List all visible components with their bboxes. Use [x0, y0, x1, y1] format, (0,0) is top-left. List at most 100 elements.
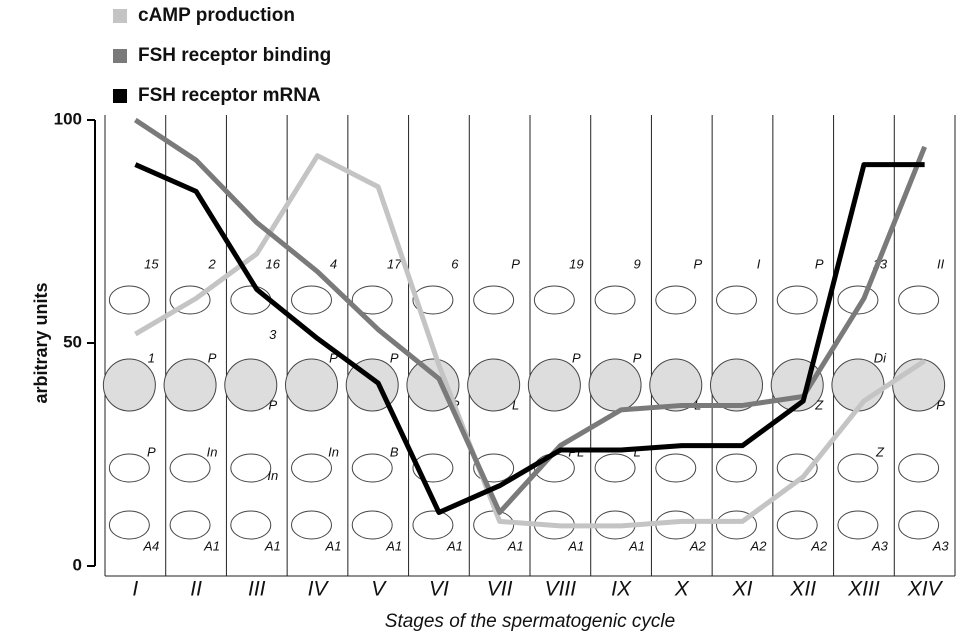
legend-label: FSH receptor mRNA [138, 85, 321, 106]
cell-label: A1 [446, 538, 463, 553]
cell-sketch [710, 358, 763, 412]
x-tick-label: IX [611, 578, 632, 601]
cell-sketch [776, 285, 818, 315]
cell-sketch [594, 285, 636, 315]
series-line [133, 117, 927, 515]
x-axis-title: Stages of the spermatogenic cycle [385, 611, 675, 632]
cell-label: A1 [325, 538, 342, 553]
cell-label: P [572, 350, 581, 365]
x-tick-label: XII [789, 578, 816, 601]
cell-sketch [716, 285, 757, 315]
cell-sketch [473, 285, 515, 315]
cell-label: II [937, 256, 945, 271]
cell-sketch [169, 285, 211, 315]
y-tick-label: 100 [54, 109, 82, 128]
legend-swatch [113, 89, 127, 103]
cell-sketch [169, 453, 211, 483]
cell-sketch [716, 510, 757, 540]
cell-sketch [230, 285, 272, 315]
cell-sketch [716, 453, 757, 483]
y-axis-title: arbitrary units [31, 282, 51, 403]
cell-label: 19 [569, 256, 583, 271]
cell-sketch [285, 358, 338, 412]
cell-sketch [230, 453, 272, 483]
cell-sketch [412, 285, 454, 315]
cell-label: A1 [567, 538, 584, 553]
cell-label: A1 [264, 538, 281, 553]
x-tick-label: V [371, 578, 387, 601]
cell-sketch [898, 453, 940, 483]
cell-sketch [831, 358, 885, 412]
legend-swatch [113, 9, 127, 23]
x-tick-label: III [248, 578, 266, 601]
cell-sketch [776, 510, 818, 540]
x-tick-label: XIII [847, 578, 880, 601]
cell-sketch [837, 285, 879, 315]
cell-sketch [412, 510, 454, 540]
cell-label: In [207, 444, 218, 459]
y-tick-label: 0 [73, 555, 82, 574]
cell-label: Z [875, 444, 885, 459]
x-tick-label: VII [487, 578, 513, 601]
cell-sketch [588, 358, 642, 412]
x-tick-label: I [132, 578, 138, 601]
cell-sketch [898, 285, 940, 315]
legend-label: FSH receptor binding [138, 45, 331, 66]
cell-label: P [147, 444, 156, 459]
cell-sketch [169, 510, 211, 540]
cell-label: A2 [810, 538, 828, 553]
cell-label: P [936, 397, 945, 412]
cell-label: A3 [871, 538, 889, 553]
cell-label: L [633, 444, 640, 459]
cell-label: 15 [144, 256, 159, 271]
cell-label: A1 [203, 538, 220, 553]
x-tick-label: II [190, 578, 202, 601]
cell-label: A1 [628, 538, 645, 553]
cell-sketch [224, 358, 278, 412]
cell-sketch [655, 453, 697, 483]
cell-label: P [693, 256, 702, 271]
cell-label: 16 [266, 256, 281, 271]
cell-label: A1 [507, 538, 524, 553]
cell-label: 1 [148, 350, 155, 365]
cell-label: P [511, 256, 520, 271]
cell-label: A2 [689, 538, 707, 553]
series-line [134, 153, 927, 529]
cell-sketch [473, 510, 515, 540]
cell-label: 3 [269, 327, 277, 342]
x-tick-label: VIII [545, 578, 577, 601]
cell-label: P [633, 350, 642, 365]
x-tick-label: XIV [907, 578, 944, 601]
cell-sketch [108, 285, 150, 315]
x-tick-label: XI [732, 578, 753, 601]
cell-label: P [329, 350, 338, 365]
cell-sketch [351, 453, 393, 483]
cell-label: A2 [750, 538, 768, 553]
cell-sketch [291, 453, 332, 483]
cell-label: In [267, 468, 278, 483]
y-tick-label: 50 [63, 332, 82, 351]
cell-label: P [815, 256, 824, 271]
cell-sketch [837, 453, 879, 483]
cell-sketch [351, 510, 393, 540]
cell-label: P [208, 350, 217, 365]
cell-sketch [649, 358, 703, 412]
cell-label: In [328, 444, 339, 459]
x-tick-label: VI [429, 578, 449, 601]
cell-sketch [230, 510, 272, 540]
cell-sketch [467, 358, 521, 412]
legend-swatch [113, 49, 127, 63]
cell-sketch [412, 453, 454, 483]
cell-label: 17 [387, 256, 402, 271]
cell-sketch [291, 285, 332, 315]
cell-sketch [533, 285, 575, 315]
cell-sketch [837, 510, 879, 540]
cell-sketch [108, 510, 150, 540]
cell-label: Di [874, 350, 887, 365]
cell-label: 2 [207, 256, 216, 271]
cell-label: P [268, 397, 277, 412]
cell-label: P [390, 350, 399, 365]
cell-label: I [757, 256, 761, 271]
cell-label: B [390, 444, 399, 459]
